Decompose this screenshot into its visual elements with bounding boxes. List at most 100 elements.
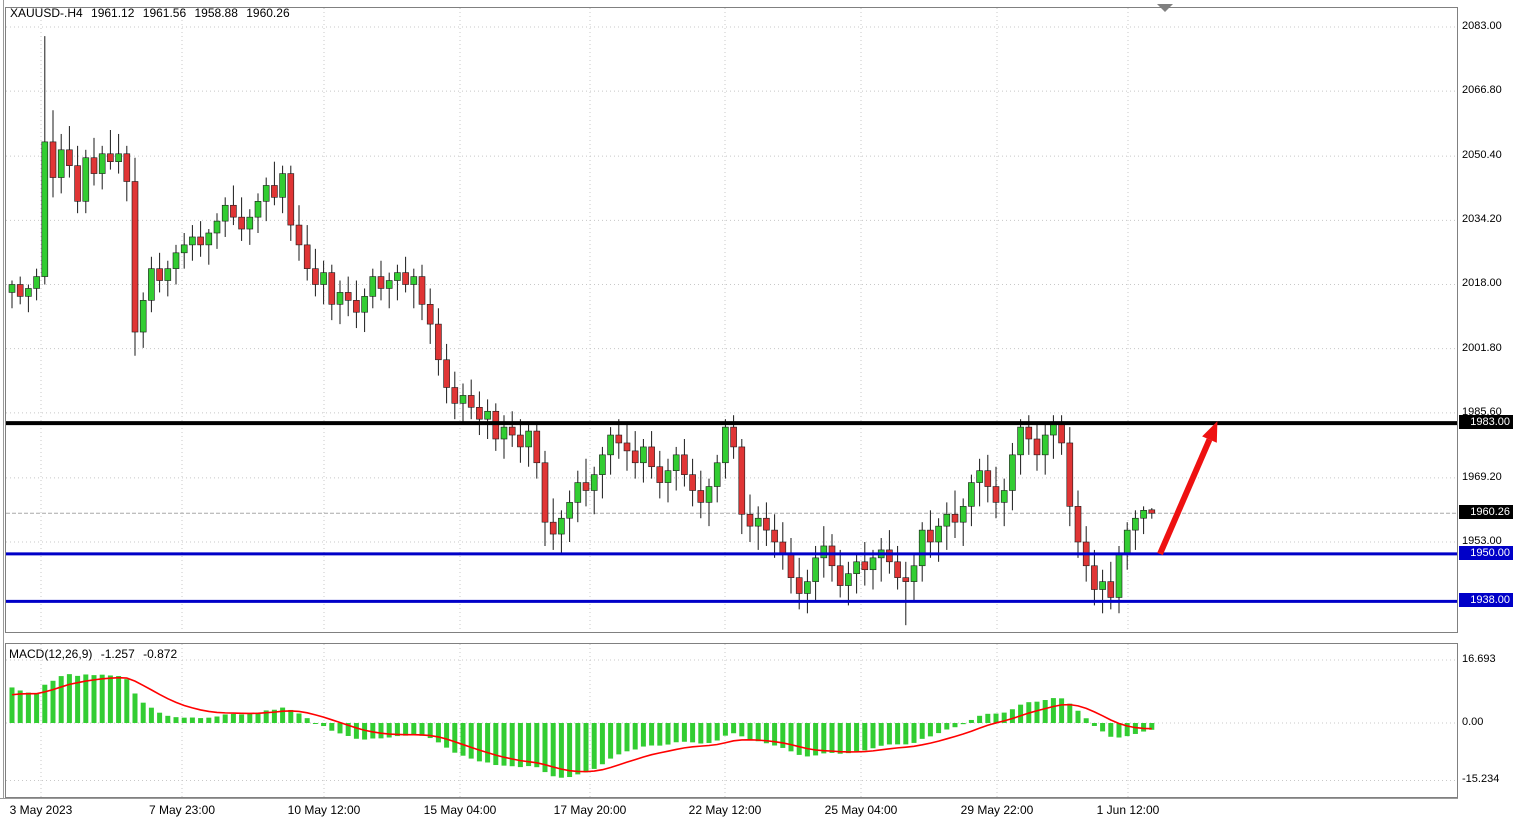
macd-histogram-bar <box>271 709 277 723</box>
macd-histogram-bar <box>845 723 851 754</box>
macd-histogram-bar <box>255 712 261 723</box>
macd-histogram-bar <box>993 713 999 723</box>
macd-histogram-bar <box>460 723 466 756</box>
macd-histogram-bar <box>42 684 48 723</box>
macd-histogram-bar <box>1149 723 1155 730</box>
candle-down <box>1066 442 1074 507</box>
candle-down <box>295 224 303 246</box>
price-axis-tick: 2018.00 <box>1462 277 1502 290</box>
candle-up <box>574 482 582 503</box>
macd-histogram-bar <box>772 723 778 746</box>
candle-down <box>746 513 754 527</box>
trend-arrow-shaft[interactable] <box>1157 438 1213 556</box>
candle-down <box>836 565 844 586</box>
price-axis-tick: 2050.40 <box>1462 149 1502 162</box>
time-axis-tick: 17 May 20:00 <box>553 803 627 817</box>
candle-up <box>254 201 262 218</box>
candle-down <box>303 244 311 269</box>
macd-histogram-bar <box>706 723 712 743</box>
candle-up <box>713 462 721 487</box>
macd-histogram-bar <box>148 707 154 723</box>
macd-histogram-bar <box>386 723 392 738</box>
time-axis[interactable]: 3 May 2023 7 May 23:00 10 May 12:00 15 May … <box>0 798 1458 825</box>
candle-up <box>410 276 418 285</box>
macd-histogram-bar <box>714 723 720 741</box>
macd-histogram-bar <box>927 723 933 737</box>
candle-up <box>25 288 32 297</box>
macd-indicator-label: MACD(12,26,9) -1.257 -0.872 <box>9 647 182 661</box>
candle-down <box>1091 565 1098 590</box>
macd-histogram-bar <box>444 723 450 748</box>
macd-histogram-bar <box>681 723 687 742</box>
candle-up <box>558 517 565 535</box>
candle-up <box>672 454 680 471</box>
macd-histogram-bar <box>1067 703 1073 723</box>
trend-arrow-head[interactable] <box>1202 421 1218 443</box>
candle-up <box>1017 426 1024 456</box>
price-tag-1938.00: 1938.00 <box>1459 593 1513 608</box>
macd-histogram-bar <box>632 723 638 750</box>
candle-up <box>804 581 811 594</box>
candle-up <box>98 153 106 174</box>
price-axis[interactable]: 2083.00 2066.80 2050.40 2034.20 2018.00 2001.… <box>1458 0 1517 798</box>
macd-histogram-bar <box>624 723 630 752</box>
candle-down <box>287 173 295 226</box>
macd-histogram-bar <box>542 723 548 773</box>
panel-splitter[interactable] <box>0 633 1458 643</box>
candle-up <box>500 426 508 440</box>
candle-up <box>361 296 368 313</box>
macd-histogram-bar <box>239 714 245 723</box>
candle-down <box>656 466 664 483</box>
time-axis-tick: 15 May 04:00 <box>423 803 497 817</box>
candle-down <box>631 450 639 464</box>
macd-histogram-bar <box>673 723 679 743</box>
macd-histogram-bar <box>222 714 228 723</box>
macd-histogram-bar <box>608 723 614 759</box>
candle-up <box>164 268 172 281</box>
macd-histogram-bar <box>345 723 351 736</box>
candle-down <box>1148 509 1156 514</box>
time-axis-tick: 10 May 12:00 <box>287 803 361 817</box>
ohlc-close: 1960.26 <box>246 6 290 20</box>
macd-histogram-bar <box>452 723 458 753</box>
candle-up <box>812 557 819 582</box>
macd-histogram-bar <box>403 723 409 736</box>
symbol-info: XAUUSD-.H4 1961.12 1961.56 1958.88 1960.… <box>10 6 295 20</box>
main-chart-panel[interactable] <box>5 7 1458 633</box>
candle-down <box>435 323 442 361</box>
macd-histogram-bar <box>312 723 318 724</box>
chart-shift-marker-icon <box>1157 4 1173 12</box>
macd-histogram-bar <box>107 675 113 723</box>
macd-histogram-bar <box>206 717 212 723</box>
candle-up <box>959 506 967 523</box>
macd-histogram-bar <box>895 723 901 745</box>
candle-down <box>779 541 787 555</box>
candle-down <box>271 185 278 198</box>
macd-histogram-bar <box>550 723 556 777</box>
candle-up <box>148 268 155 301</box>
candle-up <box>459 395 467 404</box>
macd-histogram-bar <box>509 723 515 767</box>
candle-up <box>820 545 828 559</box>
candle-up <box>172 252 180 269</box>
time-axis-tick: 1 Jun 12:00 <box>1096 803 1160 817</box>
candle-down <box>697 490 705 503</box>
candle-up <box>320 272 327 285</box>
macd-histogram-bar <box>739 723 745 737</box>
macd-histogram-bar <box>247 714 253 723</box>
candle-down <box>426 304 434 325</box>
macd-histogram-bar <box>296 713 302 723</box>
candle-up <box>845 573 852 586</box>
candle-down <box>418 276 426 305</box>
macd-histogram-bar <box>263 710 269 723</box>
candle-down <box>517 434 524 448</box>
candle-down <box>476 407 483 420</box>
time-axis-tick: 22 May 12:00 <box>688 803 762 817</box>
candle-up <box>385 280 393 289</box>
macd-histogram-bar <box>58 676 64 723</box>
candle-down <box>992 486 1000 503</box>
candle-down <box>582 482 590 491</box>
macd-histogram-bar <box>829 723 835 753</box>
candle-down <box>730 426 737 448</box>
